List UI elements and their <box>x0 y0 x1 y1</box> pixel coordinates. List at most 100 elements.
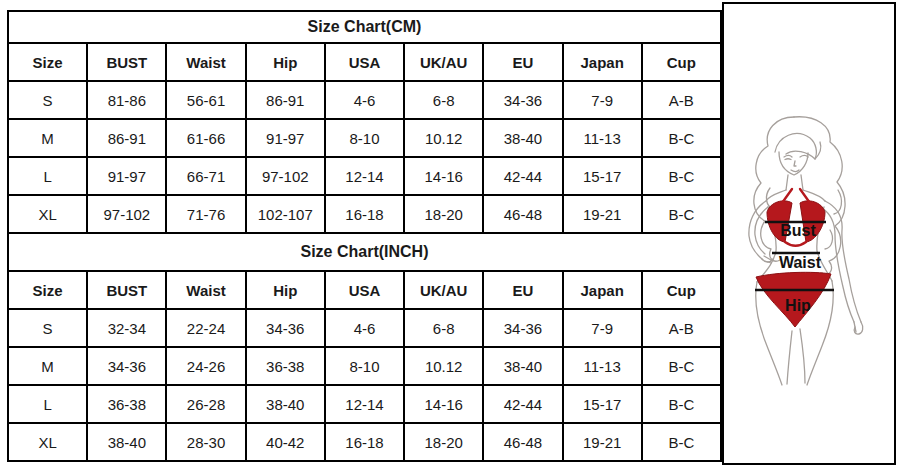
cell: 91-97 <box>87 157 166 195</box>
cell: 38-40 <box>87 423 166 461</box>
cell: 97-102 <box>246 157 325 195</box>
cell: 46-48 <box>483 195 562 233</box>
cell: 7-9 <box>563 81 642 119</box>
cell: B-C <box>642 423 721 461</box>
col-header-usa: USA <box>325 43 404 81</box>
cell: 14-16 <box>404 157 483 195</box>
cell: 16-18 <box>325 195 404 233</box>
table-row-inch-m: M 34-36 24-26 36-38 8-10 10.12 38-40 11-… <box>8 347 721 385</box>
cell: 34-36 <box>87 347 166 385</box>
cell: 11-13 <box>563 347 642 385</box>
hair-line-art <box>754 117 845 275</box>
col-header-eu: EU <box>483 271 562 309</box>
cell: B-C <box>642 385 721 423</box>
cell: B-C <box>642 195 721 233</box>
cell: S <box>8 81 87 119</box>
size-chart-table: Size Chart(CM) Size BUST Waist Hip USA U… <box>7 10 722 462</box>
cell: 18-20 <box>404 195 483 233</box>
col-header-hip: Hip <box>246 271 325 309</box>
cell: 40-42 <box>246 423 325 461</box>
cell: 61-66 <box>166 119 245 157</box>
table-row-cm-m: M 86-91 61-66 91-97 8-10 10.12 38-40 11-… <box>8 119 721 157</box>
header-row-inch: Size BUST Waist Hip USA UK/AU EU Japan C… <box>8 271 721 309</box>
cell: 56-61 <box>166 81 245 119</box>
table-row-cm-s: S 81-86 56-61 86-91 4-6 6-8 34-36 7-9 A-… <box>8 81 721 119</box>
cell: 34-36 <box>246 309 325 347</box>
cell: 28-30 <box>166 423 245 461</box>
cell: 12-14 <box>325 157 404 195</box>
cell: M <box>8 347 87 385</box>
cell: 4-6 <box>325 309 404 347</box>
cell: 10.12 <box>404 119 483 157</box>
cell: 15-17 <box>563 385 642 423</box>
measurement-figure-panel: Bust Waist Hip <box>722 2 896 465</box>
cell: 19-21 <box>563 195 642 233</box>
col-header-size: Size <box>8 271 87 309</box>
cell: S <box>8 309 87 347</box>
cell: 71-76 <box>166 195 245 233</box>
col-header-bust: BUST <box>87 271 166 309</box>
cell: 8-10 <box>325 119 404 157</box>
size-chart-page: Size Chart(CM) Size BUST Waist Hip USA U… <box>0 0 900 475</box>
cell: L <box>8 385 87 423</box>
cell: 19-21 <box>563 423 642 461</box>
col-header-bust: BUST <box>87 43 166 81</box>
cell: B-C <box>642 119 721 157</box>
col-header-ukau: UK/AU <box>404 43 483 81</box>
cell: A-B <box>642 309 721 347</box>
cell: 42-44 <box>483 157 562 195</box>
cell: 66-71 <box>166 157 245 195</box>
cell: 4-6 <box>325 81 404 119</box>
col-header-hip: Hip <box>246 43 325 81</box>
cell: XL <box>8 423 87 461</box>
cell: 11-13 <box>563 119 642 157</box>
cell: 32-34 <box>87 309 166 347</box>
bikini-underband <box>785 242 806 246</box>
table-title-row-inch: Size Chart(INCH) <box>8 233 721 271</box>
cell: 86-91 <box>246 81 325 119</box>
cell: 14-16 <box>404 385 483 423</box>
col-header-eu: EU <box>483 43 562 81</box>
col-header-japan: Japan <box>563 43 642 81</box>
col-header-usa: USA <box>325 271 404 309</box>
table-row-cm-l: L 91-97 66-71 97-102 12-14 14-16 42-44 1… <box>8 157 721 195</box>
cell: XL <box>8 195 87 233</box>
cell: 46-48 <box>483 423 562 461</box>
hip-label: Hip <box>785 297 811 315</box>
col-header-cup: Cup <box>642 43 721 81</box>
face-line-art <box>779 152 808 175</box>
table-title-row-cm: Size Chart(CM) <box>8 11 721 43</box>
cell: 12-14 <box>325 385 404 423</box>
cell: 7-9 <box>563 309 642 347</box>
cell: 16-18 <box>325 423 404 461</box>
cell: 18-20 <box>404 423 483 461</box>
cell: 34-36 <box>483 309 562 347</box>
col-header-size: Size <box>8 43 87 81</box>
cell: 10.12 <box>404 347 483 385</box>
cell: 38-40 <box>246 385 325 423</box>
cell: B-C <box>642 157 721 195</box>
cell: 15-17 <box>563 157 642 195</box>
cell: 102-107 <box>246 195 325 233</box>
cell: M <box>8 119 87 157</box>
cell: L <box>8 157 87 195</box>
cell: 26-28 <box>166 385 245 423</box>
table-row-inch-l: L 36-38 26-28 38-40 12-14 14-16 42-44 15… <box>8 385 721 423</box>
col-header-waist: Waist <box>166 271 245 309</box>
cell: 36-38 <box>87 385 166 423</box>
table-row-inch-s: S 32-34 22-24 34-36 4-6 6-8 34-36 7-9 A-… <box>8 309 721 347</box>
cell: 38-40 <box>483 347 562 385</box>
col-header-cup: Cup <box>642 271 721 309</box>
cell: A-B <box>642 81 721 119</box>
cell: 81-86 <box>87 81 166 119</box>
waist-label: Waist <box>779 254 821 272</box>
header-row-cm: Size BUST Waist Hip USA UK/AU EU Japan C… <box>8 43 721 81</box>
cell: 6-8 <box>404 309 483 347</box>
cell: 8-10 <box>325 347 404 385</box>
woman-bikini-illustration <box>742 110 872 390</box>
cell: 24-26 <box>166 347 245 385</box>
cell: 42-44 <box>483 385 562 423</box>
table-row-cm-xl: XL 97-102 71-76 102-107 16-18 18-20 46-4… <box>8 195 721 233</box>
cell: 34-36 <box>483 81 562 119</box>
table-title-cm: Size Chart(CM) <box>8 11 721 43</box>
